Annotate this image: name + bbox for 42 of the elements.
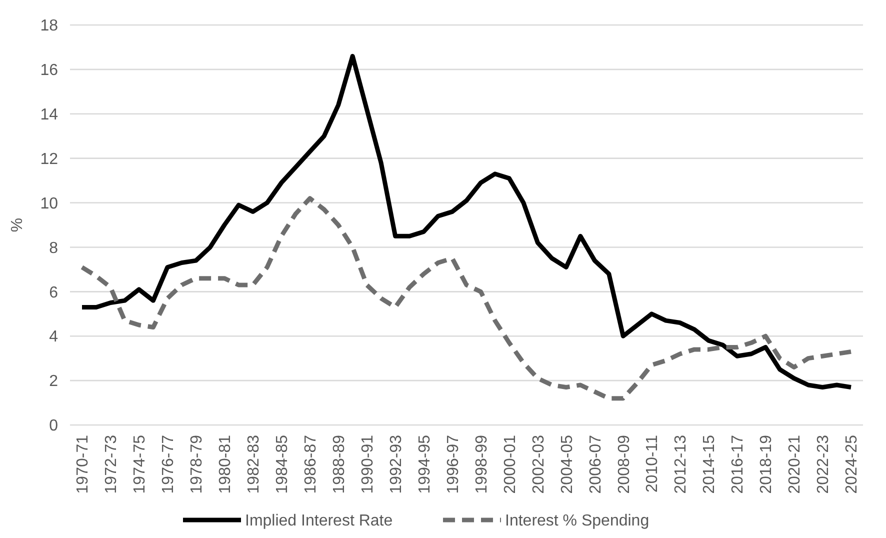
y-tick-label: 10: [40, 195, 58, 212]
x-tick-label: 1982-83: [245, 434, 262, 494]
y-tick-label: 6: [49, 284, 58, 302]
x-tick-label: 1998-99: [473, 434, 490, 494]
x-tick-label: 1970-71: [74, 434, 92, 494]
x-tick-label: 2002-03: [530, 434, 548, 494]
x-tick-label: 2012-13: [672, 434, 690, 494]
x-tick-label: 1988-89: [330, 434, 348, 494]
y-tick-label: 16: [40, 62, 58, 80]
x-tick-label: 2008-09: [616, 434, 633, 494]
x-tick-label: 2004-05: [558, 434, 576, 494]
x-tick-label: 1972-73: [103, 434, 120, 494]
x-tick-label: 2006-07: [587, 434, 604, 494]
x-tick-label: 2024-25: [844, 434, 861, 494]
line-series: [80, 196, 854, 401]
x-tick-label: 1992-93: [388, 434, 405, 494]
x-tick-label: 1994-95: [416, 434, 434, 494]
y-tick-label: 14: [40, 106, 58, 124]
x-tick-label: 2022-23: [815, 434, 832, 494]
x-tick-label: 1990-91: [359, 434, 376, 494]
x-tick-label: 2016-17: [730, 434, 747, 494]
y-tick-label: 2: [49, 373, 58, 390]
y-tick-label: 4: [49, 328, 58, 346]
legend-label: Implied Interest Rate: [245, 512, 393, 530]
legend-label: Interest % Spending: [505, 512, 650, 530]
x-tick-label: 1980-81: [217, 434, 234, 494]
x-tick-label: 1974-75: [132, 434, 149, 494]
x-tick-label: 2018-19: [758, 434, 776, 494]
y-tick-label: 0: [49, 418, 58, 435]
y-tick-label: 18: [40, 18, 58, 35]
x-tick-label: 1978-79: [188, 434, 206, 494]
x-tick-label: 1976-77: [160, 434, 178, 494]
x-tick-label: 1984-85: [274, 434, 291, 494]
x-tick-label: 1986-87: [302, 434, 320, 494]
x-tick-label: 2010-11: [644, 434, 662, 493]
y-tick-label: 8: [49, 240, 58, 257]
x-tick-label: 2020-21: [786, 434, 804, 494]
x-tick-label: 1996-97: [444, 434, 462, 494]
x-tick-label: 2014-15: [701, 434, 718, 494]
y-tick-label: 12: [40, 150, 58, 168]
x-tick-label: 2000-01: [502, 434, 519, 494]
y-axis-title: %: [9, 218, 26, 232]
